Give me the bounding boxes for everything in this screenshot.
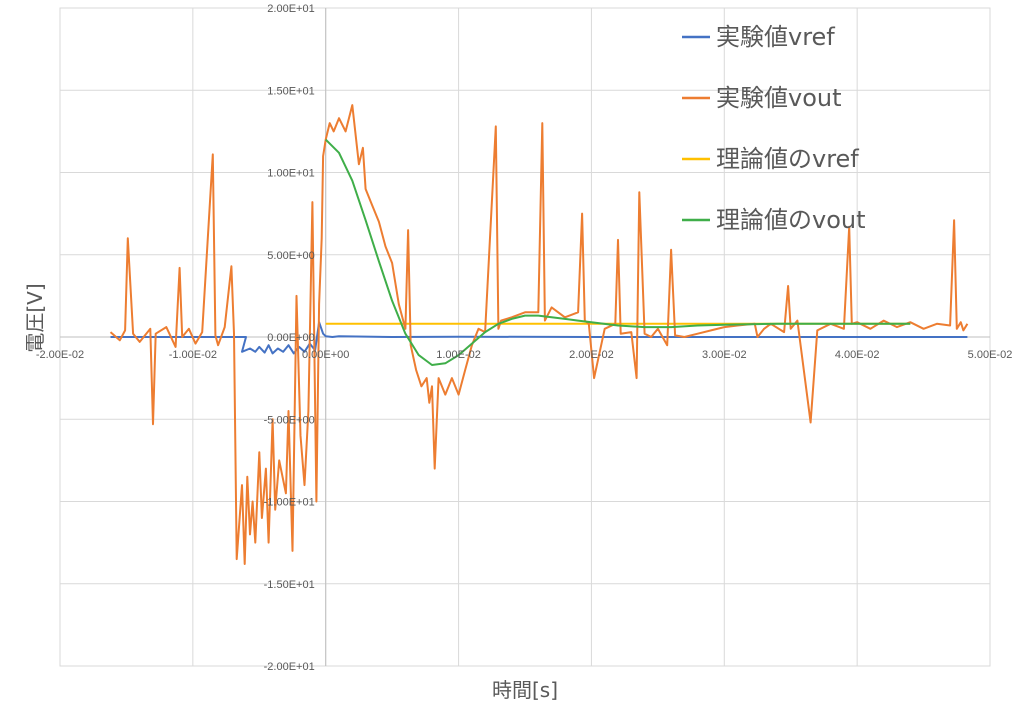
legend-label: 実験値vref bbox=[716, 23, 835, 51]
x-tick-label: -1.00E-02 bbox=[169, 349, 217, 361]
y-tick-labels: 2.00E+01 1.50E+01 1.00E+01 5.00E+00 0.00E+00… bbox=[264, 3, 315, 673]
legend: 実験値vref 実験値vout 理論値のvref 理論値のvout bbox=[682, 23, 866, 234]
x-tick-label: 4.00E-02 bbox=[835, 349, 880, 361]
series-line-3 bbox=[324, 138, 911, 366]
legend-label: 理論値のvout bbox=[716, 206, 866, 234]
y-tick-label: -5.00E+00 bbox=[264, 414, 315, 426]
x-tick-label: 1.00E-02 bbox=[436, 349, 481, 361]
y-tick-label: 5.00E+00 bbox=[267, 250, 314, 262]
x-tick-label: 5.00E-02 bbox=[968, 349, 1013, 361]
y-tick-label: -1.50E+01 bbox=[264, 579, 315, 591]
x-tick-labels: -2.00E-02 -1.00E-02 0.00E+00 1.00E-02 2.00E-… bbox=[36, 349, 1012, 361]
legend-label: 理論値のvref bbox=[716, 145, 859, 173]
y-tick-label: 1.50E+01 bbox=[267, 85, 314, 97]
series-line-0 bbox=[110, 321, 968, 355]
y-axis-title: 電圧[V] bbox=[23, 283, 47, 352]
y-tick-label: -2.00E+01 bbox=[264, 661, 315, 673]
y-tick-label: 0.00E+00 bbox=[267, 332, 314, 344]
x-tick-label: 3.00E-02 bbox=[702, 349, 747, 361]
x-tick-label: -2.00E-02 bbox=[36, 349, 84, 361]
y-tick-label: -1.00E+01 bbox=[264, 497, 315, 509]
x-tick-label: 0.00E+00 bbox=[302, 349, 349, 361]
series-layer bbox=[109, 104, 969, 565]
legend-label: 実験値vout bbox=[716, 84, 842, 112]
y-tick-label: 1.00E+01 bbox=[267, 168, 314, 180]
x-tick-label: 2.00E-02 bbox=[569, 349, 614, 361]
y-tick-label: 2.00E+01 bbox=[267, 3, 314, 15]
x-axis-title: 時間[s] bbox=[492, 678, 558, 702]
